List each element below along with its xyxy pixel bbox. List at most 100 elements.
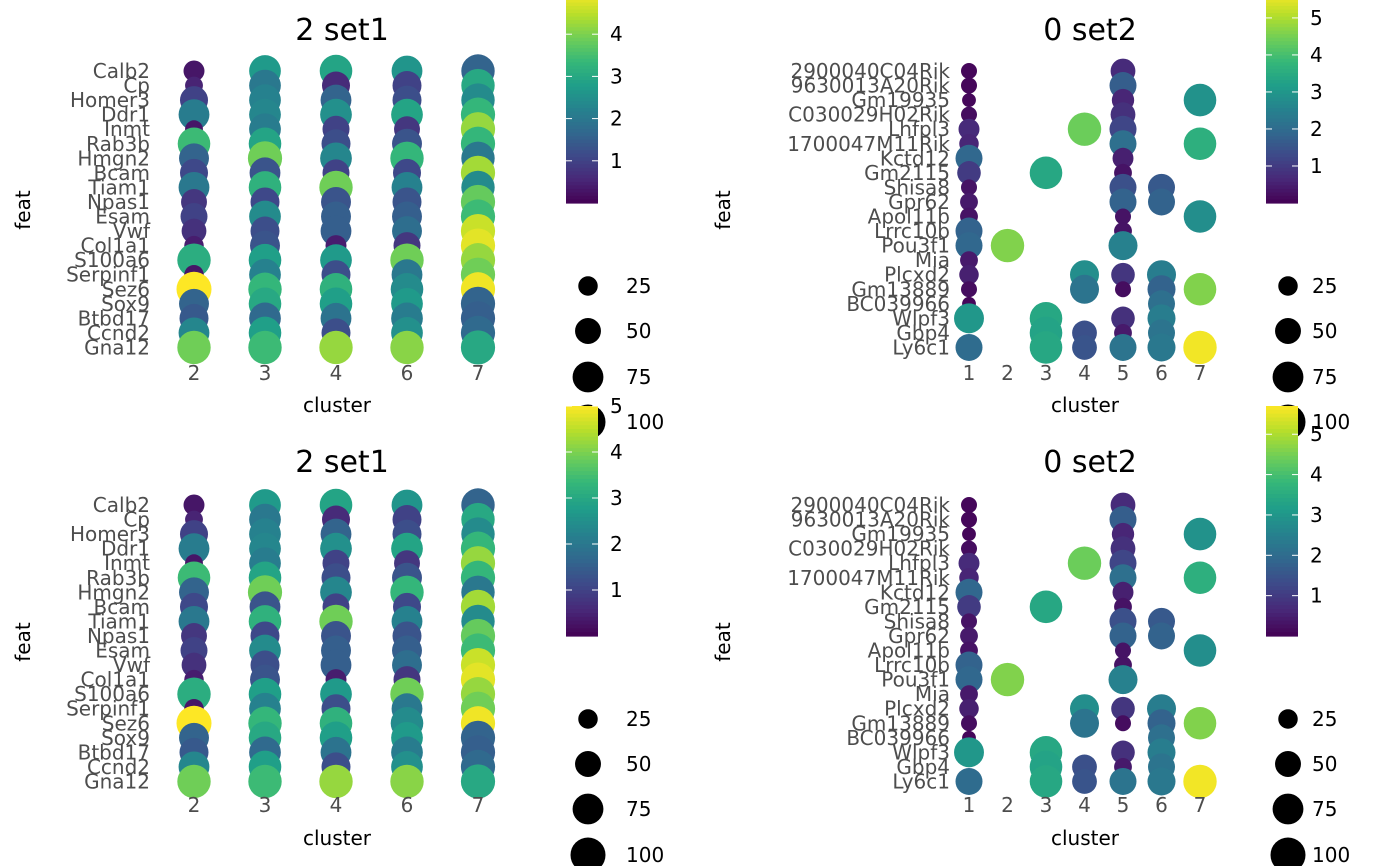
y-tick-label: Gpr62: [888, 624, 950, 648]
colorbar-segment: [566, 590, 598, 595]
colorbar: 1 2 3 4 5: [1266, 406, 1323, 637]
colorbar-segment: [566, 160, 598, 165]
y-tick-label: Lhfpl3: [888, 117, 950, 141]
colorbar-segment: [566, 0, 598, 4]
dot-point: [177, 330, 211, 365]
colorbar-segment: [566, 146, 598, 151]
colorbar-segment: [1266, 444, 1298, 449]
colorbar-segment: [1266, 16, 1298, 21]
y-tick-label: Vwf: [113, 219, 151, 243]
dot-point: [1109, 188, 1137, 216]
colorbar-segment: [566, 90, 598, 95]
colorbar-segment: [1266, 482, 1298, 488]
colorbar-segment: [1266, 199, 1298, 204]
colorbar-segment: [1266, 20, 1298, 25]
colorbar-segment: [1266, 494, 1298, 499]
y-tick-label: S100a6: [74, 682, 150, 706]
colorbar-segment: [1266, 122, 1298, 127]
y-tick-label: Gm2115: [864, 595, 950, 619]
x-tick-label: 6: [401, 793, 414, 817]
colorbar-segment: [566, 524, 598, 530]
colorbar-segment: [1266, 455, 1298, 461]
y-tick-label: Gbp4: [896, 321, 950, 345]
colorbar-segment: [566, 129, 598, 134]
y-tick-label: Rab3b: [86, 566, 150, 590]
colorbar-segment: [566, 185, 598, 190]
y-tick-label: 2900040C04Rik: [790, 493, 950, 517]
dot-point: [1112, 147, 1134, 169]
dot-point: [181, 652, 207, 678]
colorbar-segment: [566, 150, 598, 155]
colorbar-segment: [566, 188, 598, 194]
dot-point: [1029, 590, 1063, 624]
colorbar-segment: [566, 624, 598, 629]
colorbar-segment: [1266, 118, 1298, 123]
colorbar-segment: [566, 195, 598, 201]
x-tick-label: 5: [1117, 793, 1130, 817]
y-tick-label: Rab3b: [86, 132, 150, 156]
size-legend-dot: [1272, 793, 1304, 825]
y-tick-label: BC039966: [846, 292, 950, 316]
colorbar-segment: [566, 544, 598, 549]
dot-point: [1109, 622, 1137, 650]
colorbar-segment: [1266, 501, 1298, 507]
y-tick-label: Btbd17: [78, 740, 150, 764]
y-tick-label: Ly6c1: [892, 335, 950, 359]
dot-point: [390, 330, 424, 365]
y-tick-label: Npas1: [87, 624, 150, 648]
colorbar-segment: [566, 448, 598, 453]
colorbar-segment: [1266, 517, 1298, 522]
colorbar-segment: [1266, 13, 1298, 18]
colorbar-segment: [1266, 524, 1298, 530]
y-axis-title: feat: [711, 622, 735, 662]
dot-point: [1183, 634, 1217, 667]
colorbar-segment: [566, 567, 598, 572]
colorbar-segment: [1266, 150, 1298, 155]
dot-point: [1183, 83, 1217, 117]
colorbar-segment: [1266, 601, 1298, 606]
colorbar-segment: [1266, 555, 1298, 560]
colorbar-segment: [566, 23, 598, 28]
dot-point: [961, 540, 977, 557]
colorbar-segment: [1266, 153, 1298, 158]
y-tick-label: Lrrc10b: [874, 219, 950, 243]
colorbar-segment: [1266, 108, 1298, 113]
colorbar-segment: [566, 48, 598, 53]
colorbar-segment: [566, 536, 598, 541]
dot-point: [177, 764, 211, 799]
colorbar-segment: [1266, 425, 1298, 430]
x-tick-label: 2: [1001, 793, 1014, 817]
y-tick-label: Plcxd2: [884, 697, 950, 721]
colorbar-segment: [566, 490, 598, 495]
colorbar-segment: [1266, 171, 1298, 176]
colorbar-segment: [566, 181, 598, 187]
colorbar-tick-label: 2: [610, 532, 623, 556]
y-tick-label: Sox9: [101, 726, 150, 750]
dot-point: [961, 106, 977, 123]
colorbar-segment: [1266, 513, 1298, 518]
y-tick-label: Ccnd2: [87, 321, 150, 345]
colorbar-segment: [1266, 490, 1298, 495]
colorbar-segment: [566, 44, 598, 49]
dot-point: [1183, 200, 1217, 233]
size-legend-dot: [575, 318, 601, 344]
y-tick-label: Mia: [915, 682, 950, 706]
size-legend: 25 50 75 100: [570, 707, 664, 866]
colorbar-segment: [1266, 104, 1298, 109]
colorbar-segment: [566, 174, 598, 179]
colorbar-segment: [566, 471, 598, 476]
colorbar-segment: [1266, 593, 1298, 599]
y-tick-label: Gm13889: [851, 711, 950, 735]
x-tick-label: 7: [472, 361, 485, 385]
dot-point: [1109, 333, 1137, 361]
y-tick-label: Pou3f1: [881, 234, 950, 258]
x-axis-title: cluster: [1051, 826, 1120, 850]
x-tick-label: 3: [259, 361, 272, 385]
dot-point: [248, 330, 282, 365]
colorbar-segment: [1266, 536, 1298, 541]
colorbar-segment: [566, 505, 598, 511]
y-tick-label: Gna12: [84, 335, 150, 359]
dot-point: [178, 99, 210, 131]
colorbar-segment: [566, 432, 598, 438]
colorbar-segment: [1266, 93, 1298, 99]
